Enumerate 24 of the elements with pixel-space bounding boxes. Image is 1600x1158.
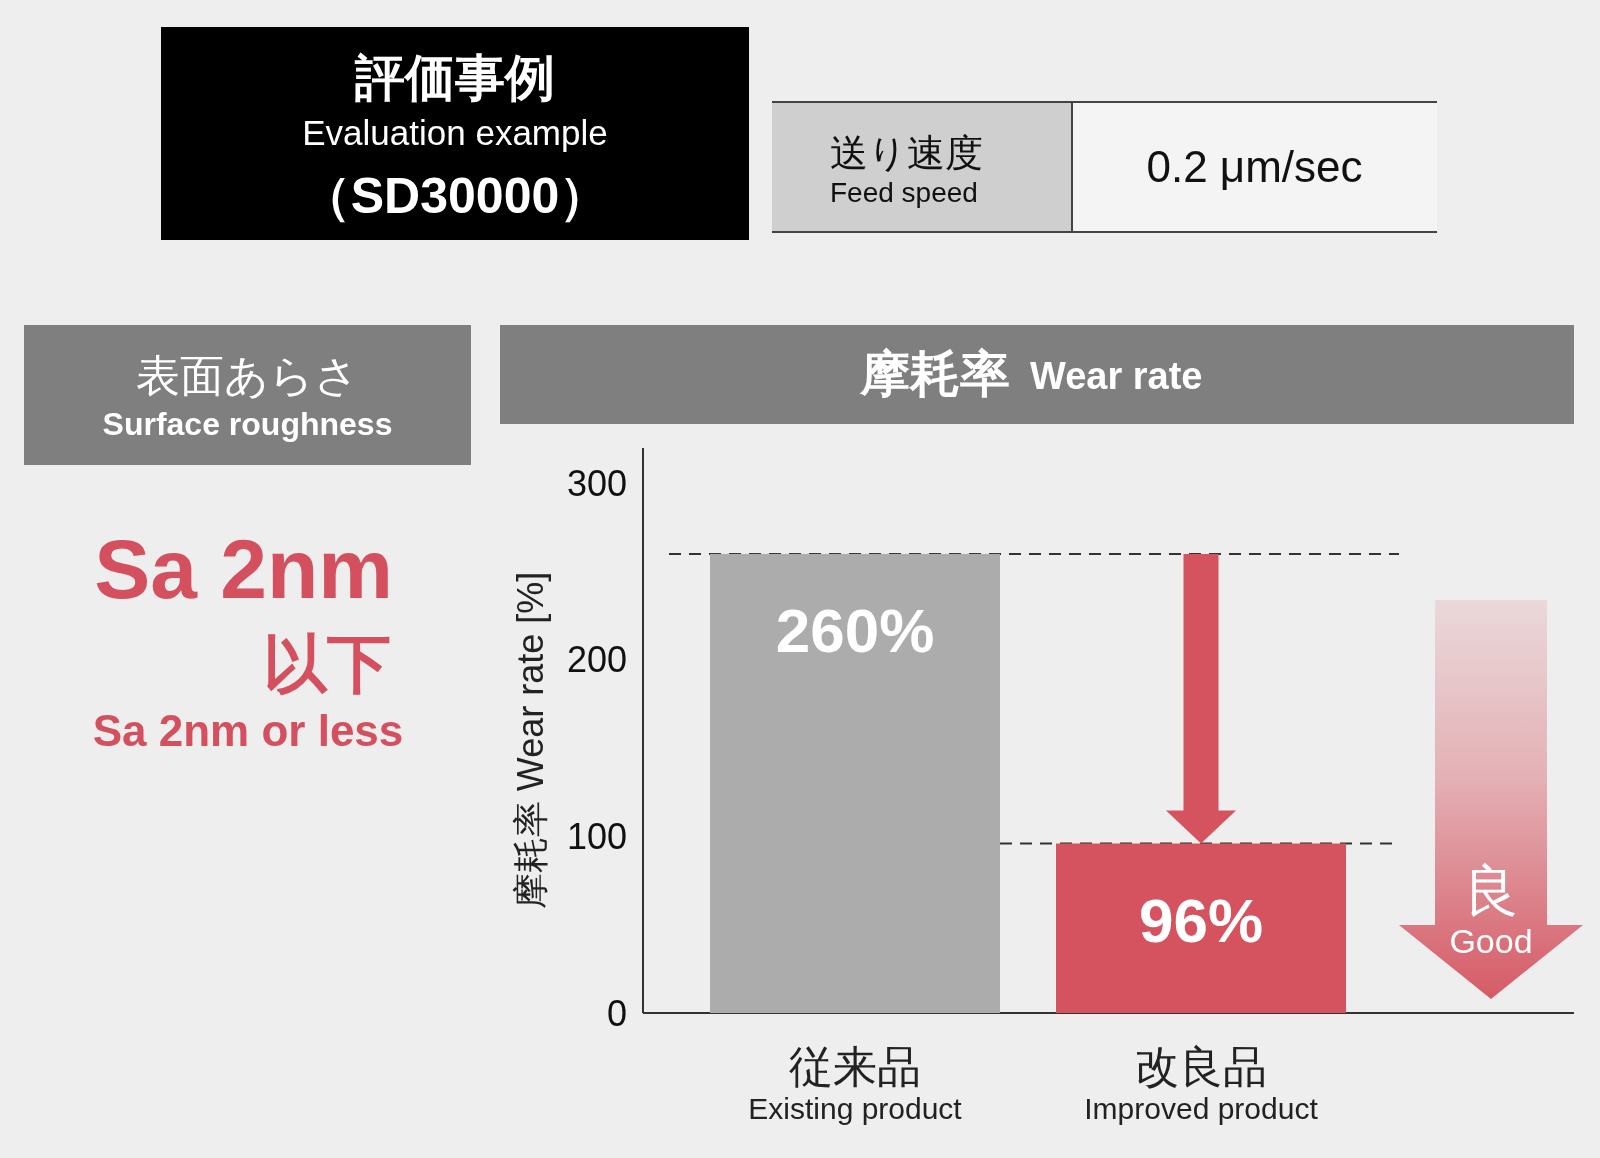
text: Sa 2nm or less: [92, 706, 404, 755]
text: 表面あらさ: [136, 351, 359, 400]
text: Feed speed: [830, 177, 978, 208]
y-tick-label: 100: [566, 815, 627, 857]
y-tick-label: 0: [606, 992, 627, 1034]
text: 送り速度: [830, 132, 983, 174]
text: Evaluation example: [302, 113, 608, 152]
annotation: 良: [1463, 859, 1519, 922]
text: 以下: [263, 628, 391, 700]
annotation: Good: [1449, 922, 1533, 960]
x-tick-label: 従来品 Existing product: [748, 1042, 963, 1125]
y-tick-label: 300: [566, 462, 627, 504]
chart-title: 摩耗率: [859, 346, 1010, 402]
text: Sa 2nm: [94, 522, 393, 616]
text: 評価事例: [354, 50, 555, 106]
y-axis-title: 摩耗率 Wear rate [%]: [510, 571, 551, 910]
y-tick-label: 200: [566, 639, 627, 681]
text: （SD30000）: [300, 168, 610, 224]
data-label: 260%: [775, 595, 935, 665]
x-tick-label: 改良品 Improved product: [1084, 1042, 1319, 1125]
text: Surface roughness: [102, 406, 393, 442]
chart-subtitle: Wear rate: [1030, 355, 1203, 397]
data-label: 96%: [1138, 885, 1264, 955]
text: 0.2 μm/sec: [1146, 142, 1363, 191]
